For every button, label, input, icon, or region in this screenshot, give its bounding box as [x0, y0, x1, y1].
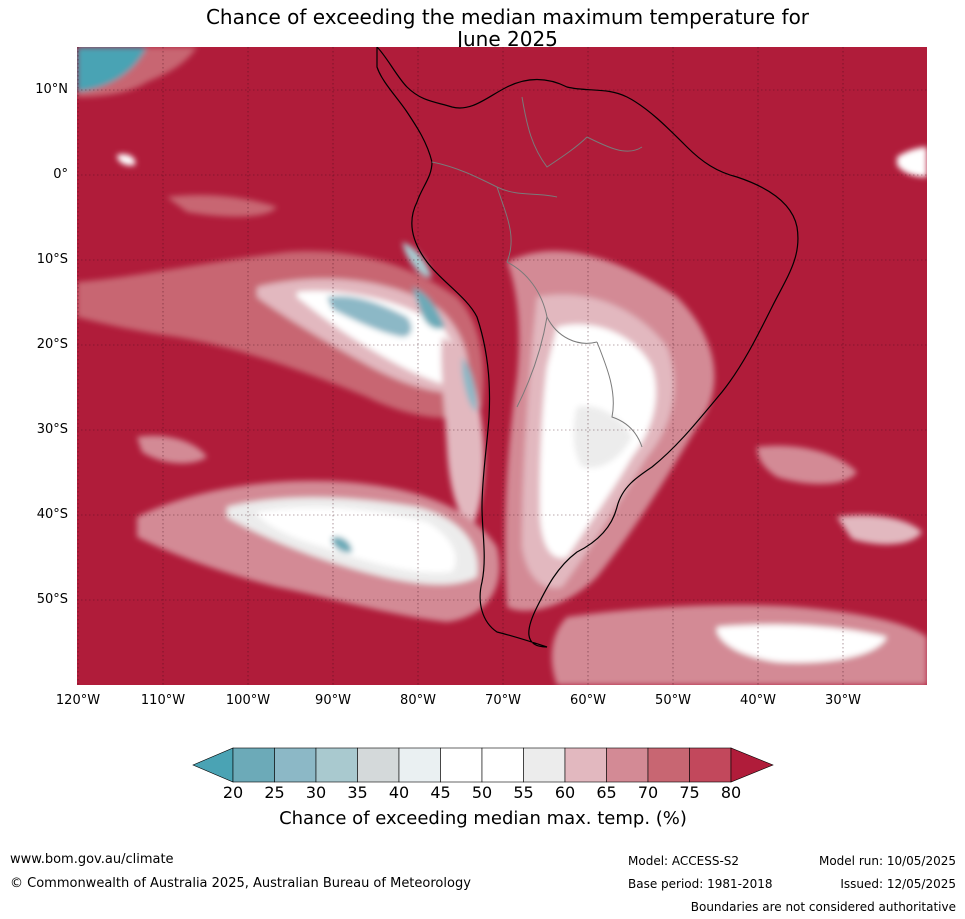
equatorial-light-patch — [167, 195, 277, 217]
colorbar-bin-35-40 — [357, 747, 400, 783]
model-run-date: Model run: 10/05/2025 — [818, 854, 956, 868]
boundaries-disclaimer: Boundaries are not considered authoritat… — [690, 900, 956, 914]
colorbar-bin-70-75 — [647, 747, 690, 783]
colorbar-tick-35: 35 — [347, 783, 368, 802]
south-pacific-white — [257, 507, 456, 573]
west-pink-patch — [137, 435, 207, 464]
chile-coast-blue — [462, 357, 477, 412]
colorbar-high-arrow — [730, 747, 774, 783]
nw-ocean-blue-patch — [77, 47, 147, 92]
copyright-notice: © Commonwealth of Australia 2025, Austra… — [10, 876, 471, 891]
colorbar-tick-20: 20 — [222, 783, 244, 802]
colorbar-low-arrow — [192, 747, 234, 783]
colorbar-bin-45-50 — [440, 747, 483, 783]
nw-ocean-light-patch — [77, 47, 197, 97]
lon-label-110w: 110°W — [140, 693, 186, 708]
colorbar-bin-20-25 — [232, 747, 275, 783]
south-pacific-blue — [332, 536, 352, 553]
lat-label-20s: 20°S — [36, 337, 68, 352]
base-period: Base period: 1981-2018 — [628, 877, 773, 891]
lon-label-70w: 70°W — [485, 693, 521, 708]
colorbar-bin-50-55 — [481, 747, 524, 783]
colorbar-tick-65: 65 — [596, 783, 617, 802]
colorbar-bin-25-30 — [274, 747, 317, 783]
peru-coast-blue — [402, 242, 432, 278]
lat-label-0: 0° — [53, 167, 68, 182]
lon-label-40w: 40°W — [740, 693, 776, 708]
colorbar-label: Chance of exceeding median max. temp. (%… — [279, 808, 687, 829]
lat-label-10n: 10°N — [35, 82, 68, 97]
map-canvas — [77, 47, 927, 685]
south-america-coastline — [376, 47, 799, 648]
background-80-plus — [77, 47, 927, 685]
colorbar-tick-70: 70 — [637, 783, 659, 802]
colorbar-tick-80: 80 — [720, 783, 742, 802]
colorbar-bin-40-45 — [398, 747, 441, 783]
equatorial-white-dot — [117, 154, 136, 166]
issued-date: Issued: 12/05/2025 — [840, 877, 956, 891]
colorbar-tick-55: 55 — [513, 783, 534, 802]
colorbar-bin-65-70 — [606, 747, 649, 783]
lat-label-10s: 10°S — [36, 252, 68, 267]
colorbar-tick-75: 75 — [679, 783, 700, 802]
pacific-blue-core — [327, 296, 412, 337]
lon-label-80w: 80°W — [400, 693, 436, 708]
lon-label-120w: 120°W — [55, 693, 101, 708]
lon-label-30w: 30°W — [825, 693, 861, 708]
colorbar-bin-30-35 — [315, 747, 358, 783]
south-atlantic-white — [717, 624, 887, 663]
lon-label-100w: 100°W — [225, 693, 271, 708]
colorbar-bin-55-60 — [523, 747, 566, 783]
lat-label-50s: 50°S — [36, 592, 68, 607]
lon-label-60w: 60°W — [570, 693, 606, 708]
pacific-blue-core-2 — [412, 287, 445, 329]
colorbar-bin-60-65 — [564, 747, 607, 783]
map-title-line-1: Chance of exceeding the median maximum t… — [205, 5, 810, 29]
colorbar-tick-25: 25 — [264, 783, 285, 802]
colorbar-bin-75-80 — [689, 747, 732, 783]
lat-label-40s: 40°S — [36, 507, 68, 522]
country-borders — [431, 96, 643, 448]
colorbar-tick-50: 50 — [471, 783, 493, 802]
south-east-light-patch — [837, 515, 922, 545]
atlantic-pink-patch — [757, 445, 857, 484]
colorbar-tick-40: 40 — [388, 783, 410, 802]
lon-label-50w: 50°W — [655, 693, 691, 708]
lat-label-30s: 30°S — [36, 422, 68, 437]
colorbar-tick-60: 60 — [554, 783, 576, 802]
model-name: Model: ACCESS-S2 — [628, 854, 740, 868]
website-link[interactable]: www.bom.gov.au/climate — [10, 852, 174, 867]
colorbar-tick-45: 45 — [430, 783, 451, 802]
map-title-line-2: June 2025 — [457, 27, 558, 51]
east-equatorial-white — [897, 147, 927, 177]
probability-map — [77, 47, 927, 685]
colorbar — [192, 747, 774, 783]
colorbar-tick-30: 30 — [305, 783, 327, 802]
lon-label-90w: 90°W — [315, 693, 351, 708]
